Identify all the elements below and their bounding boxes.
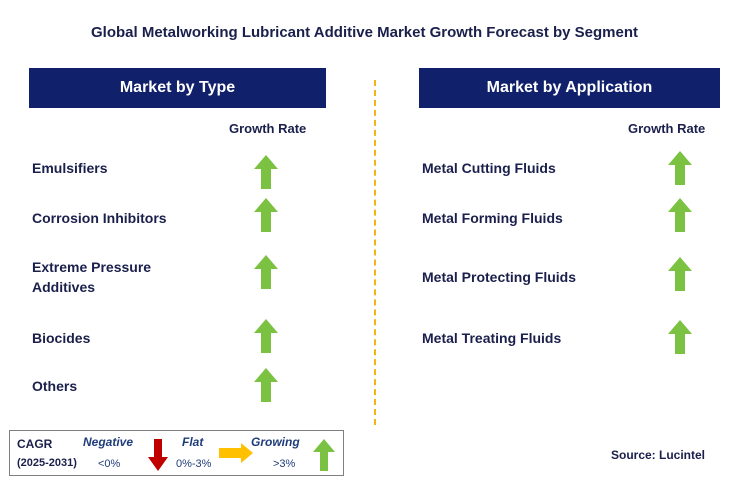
up-arrow-icon xyxy=(254,368,278,402)
application-item-metal-cutting-fluids: Metal Cutting Fluids xyxy=(422,160,556,176)
panel-divider xyxy=(374,80,376,425)
page-title: Global Metalworking Lubricant Additive M… xyxy=(90,24,639,41)
type-item-extreme-pressure-line2: Additives xyxy=(32,279,96,295)
application-growth-rate-label: Growth Rate xyxy=(628,121,706,136)
up-arrow-icon xyxy=(313,439,335,471)
right-arrow-icon xyxy=(219,443,253,463)
legend-growing-range: >3% xyxy=(273,458,296,470)
legend-cagr-label: CAGR xyxy=(17,437,53,451)
legend-negative-label: Negative xyxy=(83,435,134,449)
legend-growing-label: Growing xyxy=(251,435,300,449)
cagr-legend: CAGR (2025-2031) Negative <0% Flat 0%-3%… xyxy=(9,430,344,476)
application-item-metal-protecting-fluids: Metal Protecting Fluids xyxy=(422,269,577,285)
type-growth-rate-label: Growth Rate xyxy=(229,121,307,136)
up-arrow-icon xyxy=(668,320,692,354)
legend-flat-label: Flat xyxy=(182,435,204,449)
up-arrow-icon xyxy=(254,255,278,289)
type-item-extreme-pressure-additives: Extreme Pressure Additives xyxy=(32,257,151,297)
type-item-others: Others xyxy=(32,378,78,394)
up-arrow-icon xyxy=(668,151,692,185)
application-item-metal-treating-fluids: Metal Treating Fluids xyxy=(422,330,562,346)
source-note: Source: Lucintel xyxy=(610,448,705,462)
legend-negative-range: <0% xyxy=(98,458,121,470)
up-arrow-icon xyxy=(668,257,692,291)
legend-flat-range: 0%-3% xyxy=(176,458,212,470)
type-item-extreme-pressure-line1: Extreme Pressure xyxy=(32,259,152,275)
down-arrow-icon xyxy=(148,439,168,471)
up-arrow-icon xyxy=(668,198,692,232)
up-arrow-icon xyxy=(254,198,278,232)
legend-period: (2025-2031) xyxy=(17,457,77,469)
type-item-emulsifiers: Emulsifiers xyxy=(32,160,108,176)
type-item-biocides: Biocides xyxy=(32,330,91,346)
type-panel-header: Market by Type xyxy=(29,68,326,108)
type-item-corrosion-inhibitors: Corrosion Inhibitors xyxy=(32,210,167,226)
application-panel-header: Market by Application xyxy=(419,68,720,108)
up-arrow-icon xyxy=(254,155,278,189)
up-arrow-icon xyxy=(254,319,278,353)
application-item-metal-forming-fluids: Metal Forming Fluids xyxy=(422,210,563,226)
